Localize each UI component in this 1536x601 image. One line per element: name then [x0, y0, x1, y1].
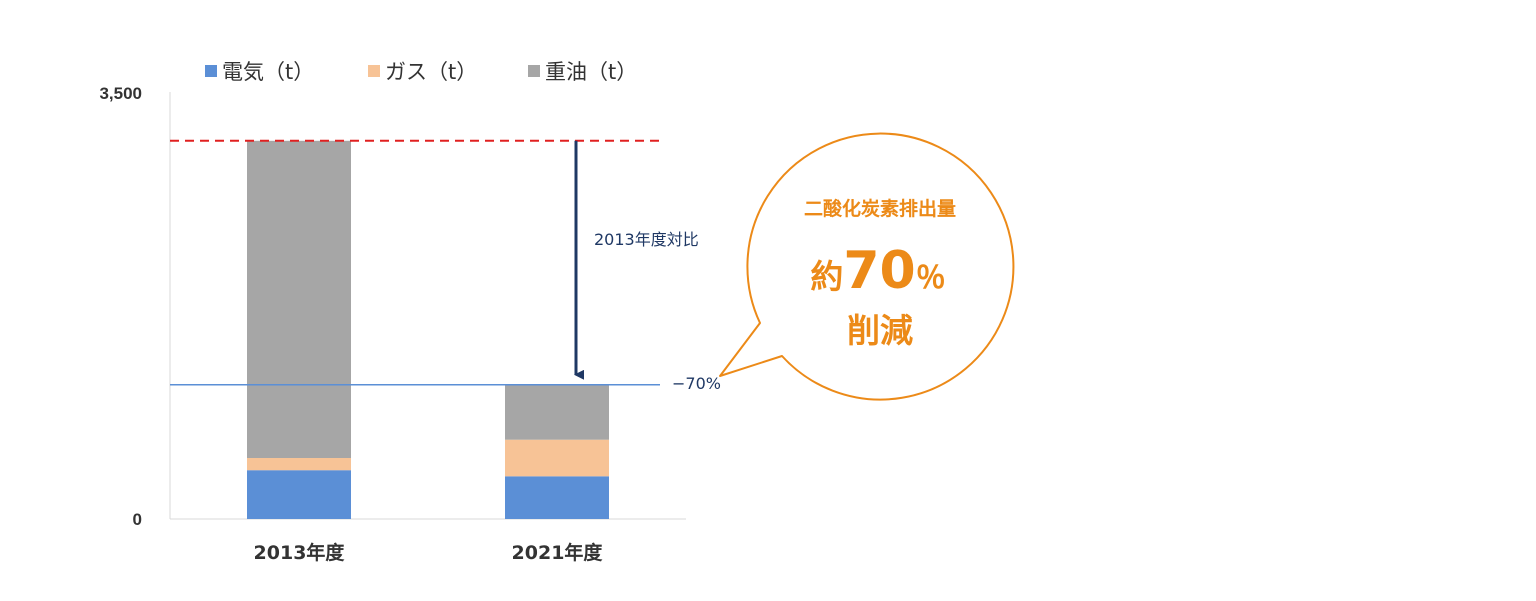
callout-reduction: 削減 [847, 311, 913, 350]
bars-group [247, 140, 609, 519]
legend: 電気（t） ガス（t） 重油（t） [205, 60, 637, 84]
bar-segment-gas-2021 [505, 439, 609, 477]
legend-swatch-gas [368, 65, 380, 77]
legend-swatch-heavy-oil [528, 65, 540, 77]
reduction-percent-label: −70% [672, 374, 721, 393]
callout-bubble: 二酸化炭素排出量 約70％ 削減 [719, 132, 1015, 401]
bar-segment-electricity-2021 [505, 476, 609, 519]
bar-segment-heavy-oil-2021 [505, 384, 609, 440]
legend-swatch-electricity [205, 65, 217, 77]
callout-number: 70 [843, 241, 915, 301]
callout-prefix: 約 [810, 257, 843, 296]
callout-bubble-shape [719, 132, 1015, 401]
callout-unit: ％ [916, 261, 946, 296]
callout-subject: 二酸化炭素排出量 [804, 197, 956, 220]
bar-segment-gas-2013 [247, 458, 351, 471]
bar-segment-electricity-2013 [247, 470, 351, 519]
legend-label-heavy-oil: 重油（t） [545, 60, 637, 84]
category-label-2013: 2013年度 [254, 541, 346, 564]
comparison-label: 2013年度対比 [594, 230, 699, 249]
category-label-2021: 2021年度 [512, 541, 604, 564]
y-tick-label-max: 3,500 [99, 84, 142, 103]
legend-label-electricity: 電気（t） [222, 60, 314, 84]
y-tick-label-zero: 0 [133, 510, 142, 529]
legend-label-gas: ガス（t） [385, 60, 477, 84]
callout-amount: 約70％ [810, 241, 945, 301]
bar-segment-heavy-oil-2013 [247, 140, 351, 459]
